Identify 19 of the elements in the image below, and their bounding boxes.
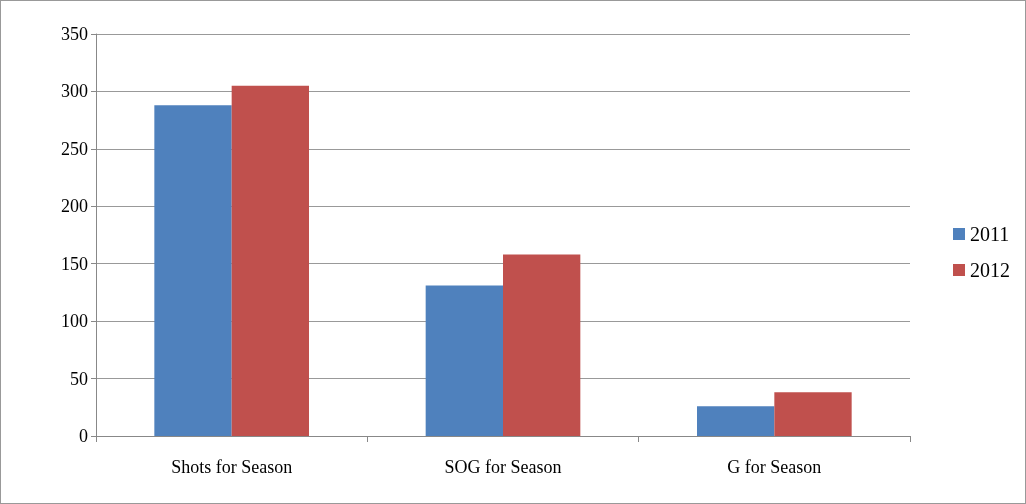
y-tick-label: 150 — [61, 253, 88, 274]
legend-label: 2011 — [970, 223, 1010, 245]
x-tick-label: Shots for Season — [171, 457, 293, 477]
bar — [231, 85, 309, 436]
bar — [154, 105, 232, 436]
bar — [697, 406, 775, 436]
y-tick-label: 50 — [70, 368, 88, 389]
y-tick-label: 250 — [61, 138, 88, 159]
y-tick-label: 300 — [61, 81, 88, 102]
legend-label: 2012 — [970, 259, 1010, 281]
bar — [503, 254, 581, 436]
bar — [425, 285, 503, 436]
y-tick-label: 350 — [61, 24, 88, 44]
y-tick-label: 200 — [61, 196, 88, 217]
x-tick-label: SOG for Season — [444, 457, 562, 477]
y-tick-label: 100 — [61, 311, 88, 332]
y-tick-label: 0 — [79, 426, 88, 446]
bar — [774, 392, 852, 436]
x-tick-label: G for Season — [727, 457, 822, 477]
